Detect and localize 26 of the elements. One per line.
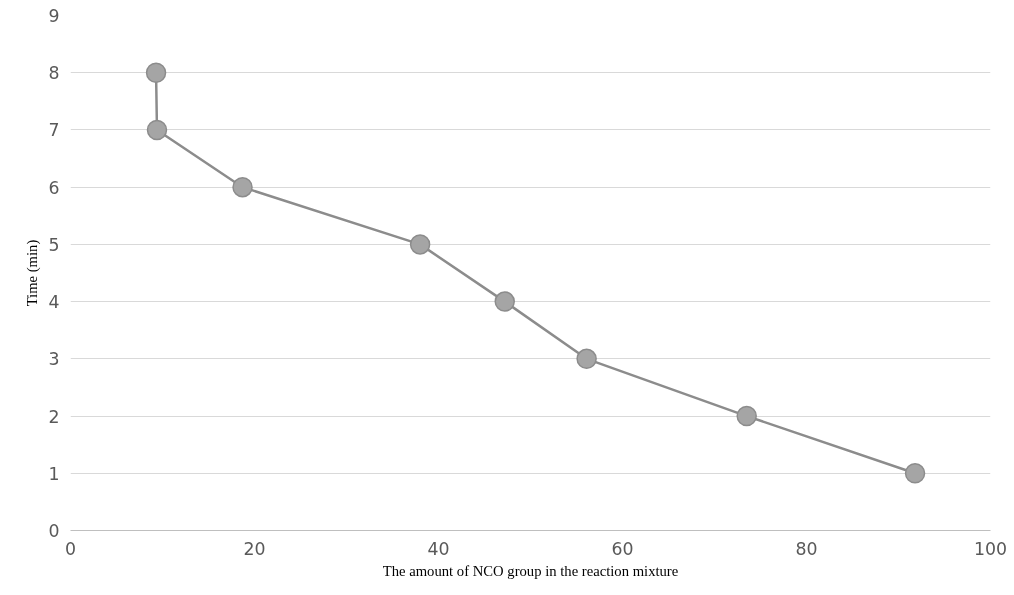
y-tick-label: 6 [48,177,60,198]
point [145,62,167,83]
point [494,291,515,312]
point [736,405,757,427]
x-tick-label: 60 [611,538,634,559]
x-tick-label: 100 [973,538,1008,559]
x-tick-label: 80 [795,538,818,559]
point [576,348,597,370]
x-tick-label: 20 [243,538,266,559]
y-tick-label: 7 [48,120,60,141]
y-tick-label: 1 [48,463,60,484]
point [146,119,168,141]
y-tick-label: 3 [48,349,60,370]
y-axis-title: Time (min) [24,239,42,307]
x-tick-label: 40 [427,538,450,559]
point [904,463,926,484]
y-tick-label: 5 [48,234,60,255]
x-tick-label: 0 [64,538,77,559]
x-axis-title: The amount of NCO group in the reaction mixture [382,562,679,579]
y-tick-label: 2 [48,406,60,427]
y-tick-label: 4 [48,292,60,313]
y-tick-label: 8 [48,63,60,84]
y-tick-label: 0 [48,521,60,541]
y-tick-label: 9 [48,6,60,26]
point [409,234,431,255]
point [232,176,253,198]
